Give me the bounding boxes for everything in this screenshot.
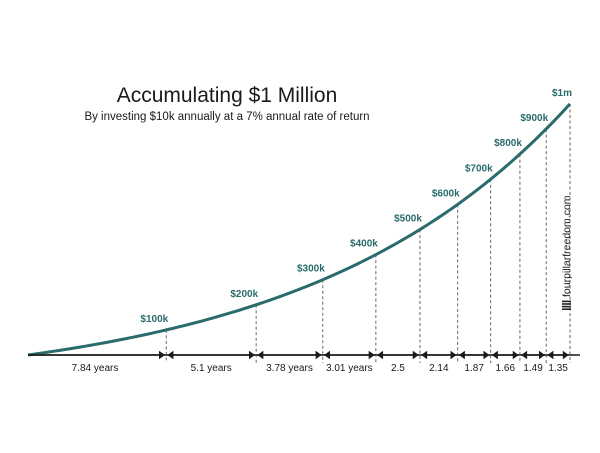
milestone-label: $200k — [230, 289, 258, 300]
four-pillars-icon — [562, 300, 571, 310]
watermark-text: fourpillarfreedom.com — [561, 195, 573, 297]
milestone-markers — [165, 104, 571, 363]
arrow-head — [450, 350, 457, 360]
milestone-label: $600k — [432, 188, 460, 199]
milestone-label: $900k — [520, 113, 548, 124]
interval-label: 1.49 — [523, 363, 543, 374]
arrow-head — [167, 350, 174, 360]
milestone-label: $500k — [394, 214, 422, 225]
arrow-head — [562, 350, 569, 360]
chart-subtitle: By investing $10k annually at a 7% annua… — [84, 111, 369, 123]
arrow-head — [512, 350, 519, 360]
arrow-head — [257, 350, 264, 360]
arrow-head — [324, 350, 331, 360]
arrow-head — [159, 350, 166, 360]
arrow-head — [421, 350, 428, 360]
growth-curve — [27, 102, 572, 357]
milestone-labels: $100k $200k $300k $400k $500k $600k $700k $800k… — [140, 88, 572, 325]
interval-label: 3.78 years — [266, 363, 313, 374]
arrow-head — [248, 350, 255, 360]
arrow-head — [377, 350, 384, 360]
milestone-label: $300k — [297, 264, 325, 275]
arrow-head — [315, 350, 322, 360]
arrow-head — [483, 350, 490, 360]
arrow-head — [491, 350, 498, 360]
arrow-head — [458, 350, 465, 360]
interval-label: 2.5 — [391, 363, 405, 374]
arrow-head — [412, 350, 419, 360]
interval-label: 5.1 years — [191, 363, 232, 374]
interval-label: 1.66 — [496, 363, 516, 374]
chart-title: Accumulating $1 Million — [117, 84, 338, 107]
interval-arrows: 7.84 years 5.1 years 3.78 years 3.01 years 2… — [28, 350, 569, 374]
milestone-label: $100k — [140, 314, 168, 325]
arrow-head — [368, 350, 375, 360]
arrow-head — [538, 350, 545, 360]
interval-label: 1.87 — [464, 363, 484, 374]
milestone-label: $800k — [494, 138, 522, 149]
interval-label: 3.01 years — [326, 363, 373, 374]
arrow-head — [521, 350, 528, 360]
interval-label: 2.14 — [429, 363, 449, 374]
interval-label: 7.84 years — [72, 363, 119, 374]
milestone-label: $1m — [552, 88, 572, 99]
interval-label: 1.35 — [548, 363, 568, 374]
milestone-label: $400k — [350, 239, 378, 250]
milestone-label: $700k — [465, 163, 493, 174]
watermark: fourpillarfreedom.com — [561, 195, 573, 310]
arrow-head — [547, 350, 554, 360]
